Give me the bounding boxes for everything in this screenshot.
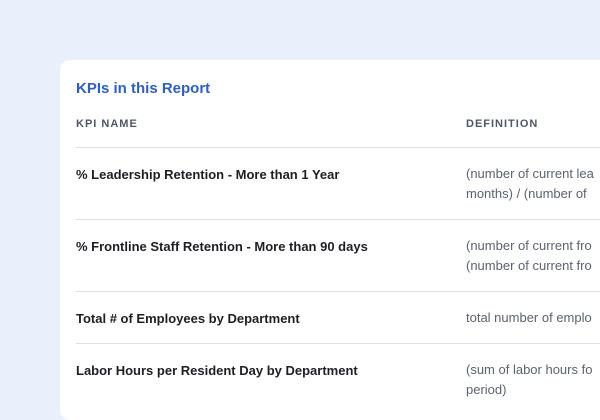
kpi-row-definition: (number of current fro (number of curren… — [466, 236, 600, 276]
kpi-row-definition: total number of emplo — [466, 308, 600, 328]
column-header-kpi-name: KPI NAME — [76, 118, 138, 130]
definition-line: (number of current fro — [466, 258, 592, 273]
kpi-row-definition: (sum of labor hours fo period) — [466, 360, 600, 400]
kpi-row-name: % Frontline Staff Retention - More than … — [76, 239, 368, 254]
kpi-row-name: Total # of Employees by Department — [76, 311, 300, 326]
definition-line: total number of emplo — [466, 310, 592, 325]
kpi-row-name: % Leadership Retention - More than 1 Yea… — [76, 167, 340, 182]
row-divider — [76, 219, 600, 220]
kpi-row-definition: (number of current lea months) / (number… — [466, 164, 600, 204]
row-divider — [76, 343, 600, 344]
definition-line: (number of current lea — [466, 166, 594, 181]
kpi-row-name: Labor Hours per Resident Day by Departme… — [76, 363, 358, 378]
card-title: KPIs in this Report — [76, 80, 211, 97]
definition-line: period) — [466, 382, 507, 397]
definition-line: (number of current fro — [466, 238, 592, 253]
header-divider — [76, 147, 600, 148]
definition-line: months) / (number of — [466, 186, 587, 201]
column-header-definition: DEFINITION — [466, 118, 539, 130]
definition-line: (sum of labor hours fo — [466, 362, 593, 377]
kpi-report-card: KPIs in this Report KPI NAME DEFINITION … — [60, 60, 600, 420]
row-divider — [76, 291, 600, 292]
